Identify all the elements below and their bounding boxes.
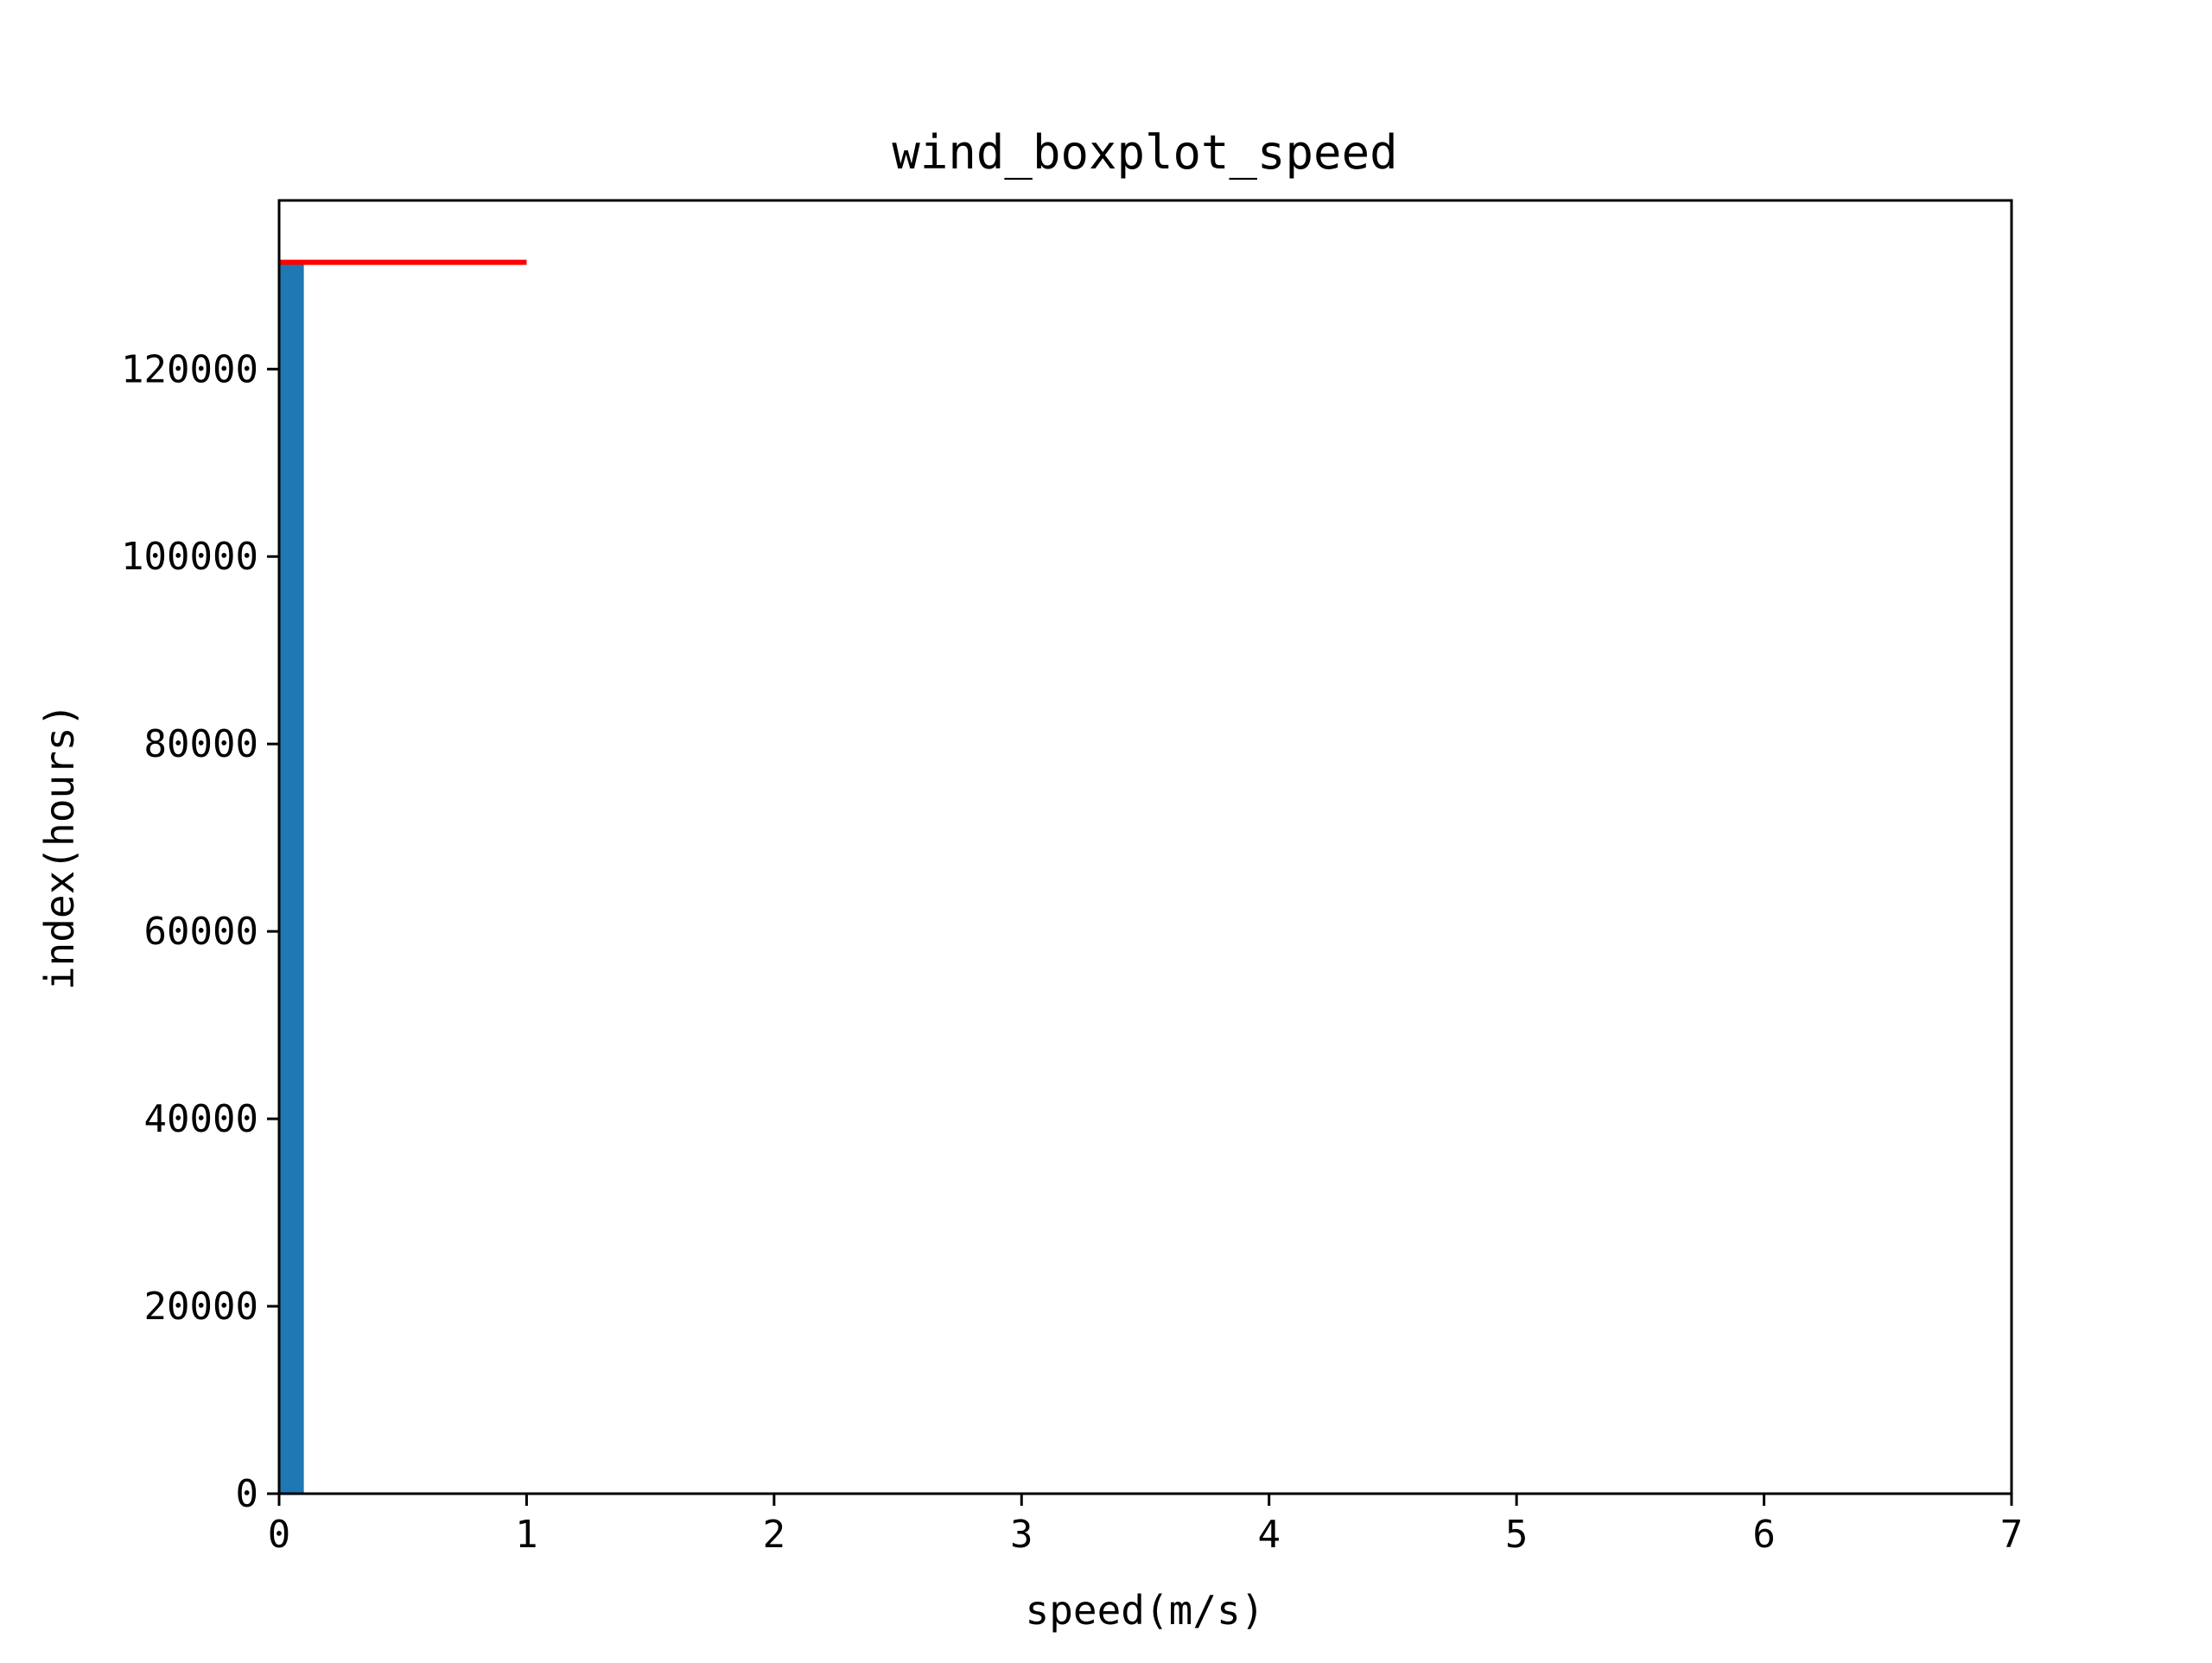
y-axis-label: index(hours) — [36, 703, 83, 990]
y-tick-label: 80000 — [144, 722, 258, 766]
x-tick-label: 3 — [1010, 1513, 1033, 1557]
x-tick-label: 6 — [1752, 1513, 1776, 1557]
y-tick-label: 100000 — [121, 535, 258, 579]
x-tick-label: 2 — [763, 1513, 786, 1557]
y-tick-label: 120000 — [121, 347, 258, 391]
y-tick-label: 20000 — [144, 1285, 258, 1329]
y-axis-ticks: 0 20000 40000 60000 80000 100000 120000 — [121, 347, 279, 1516]
x-tick-label: 7 — [2000, 1513, 2024, 1557]
bar-0 — [279, 262, 304, 1494]
plot-area-frame — [277, 199, 2013, 1495]
x-tick-label: 1 — [515, 1513, 538, 1557]
x-axis-label: speed(m/s) — [1026, 1587, 1265, 1634]
x-axis-ticks: 0 1 2 3 4 5 6 7 — [268, 1494, 2024, 1557]
x-tick-label: 0 — [268, 1513, 291, 1557]
y-tick-label: 60000 — [144, 910, 258, 954]
marks-layer — [279, 259, 527, 1494]
x-tick-label: 4 — [1257, 1513, 1281, 1557]
chart-title: wind_boxplot_speed — [892, 125, 1397, 180]
y-tick-label: 40000 — [144, 1097, 258, 1141]
x-tick-label: 5 — [1505, 1513, 1529, 1557]
y-tick-label: 0 — [236, 1472, 259, 1516]
